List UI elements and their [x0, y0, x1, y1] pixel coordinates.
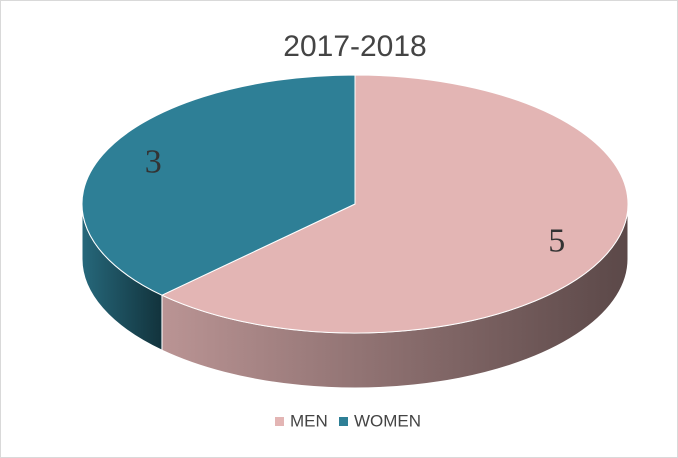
- data-label: 5: [548, 222, 565, 259]
- slice: [81, 74, 356, 296]
- legend-swatch: [275, 417, 284, 426]
- legend-swatch: [339, 417, 348, 426]
- legend-label: WOMEN: [354, 411, 421, 430]
- data-label: 3: [145, 143, 162, 180]
- chart-title: 2017-2018: [283, 30, 426, 63]
- legend-label: MEN: [290, 411, 328, 430]
- slice: [160, 74, 629, 334]
